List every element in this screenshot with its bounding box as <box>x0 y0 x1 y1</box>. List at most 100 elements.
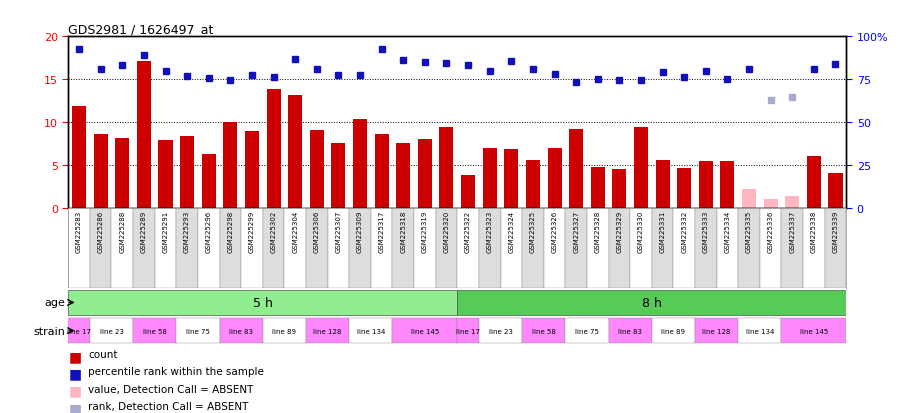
Bar <box>482 148 497 208</box>
Bar <box>219 318 263 344</box>
Text: line 145: line 145 <box>410 328 439 334</box>
Text: GSM225332: GSM225332 <box>682 211 687 253</box>
Bar <box>223 123 238 208</box>
Bar <box>479 208 501 289</box>
Text: GSM225338: GSM225338 <box>811 211 817 253</box>
Bar <box>440 128 453 208</box>
Bar <box>548 148 561 208</box>
Text: line 58: line 58 <box>143 328 167 334</box>
Bar <box>479 318 522 344</box>
Bar <box>526 160 540 208</box>
Text: GSM225299: GSM225299 <box>249 211 255 253</box>
Text: GSM225283: GSM225283 <box>76 211 82 253</box>
Text: GSM225302: GSM225302 <box>270 211 277 253</box>
Bar <box>522 208 544 289</box>
Text: line 17: line 17 <box>456 328 480 334</box>
Text: GSM225335: GSM225335 <box>746 211 752 253</box>
Text: GSM225327: GSM225327 <box>573 211 579 253</box>
Bar <box>652 318 695 344</box>
Bar <box>112 208 133 289</box>
Bar <box>738 208 760 289</box>
Bar <box>828 173 843 208</box>
Bar <box>457 290 846 316</box>
Text: GSM225322: GSM225322 <box>465 211 471 253</box>
Text: GSM225337: GSM225337 <box>789 211 795 253</box>
Bar <box>375 135 389 208</box>
Bar <box>609 208 630 289</box>
Bar <box>90 318 133 344</box>
Text: GSM225339: GSM225339 <box>833 211 838 253</box>
Bar <box>68 290 458 316</box>
Bar <box>136 62 151 208</box>
Text: age: age <box>45 298 66 308</box>
Bar <box>763 199 778 208</box>
Bar <box>263 318 306 344</box>
Bar <box>94 135 107 208</box>
Text: GSM225333: GSM225333 <box>703 211 709 253</box>
Bar <box>569 130 583 208</box>
Bar <box>695 318 738 344</box>
Bar <box>630 208 652 289</box>
Bar <box>414 208 436 289</box>
Text: GSM225317: GSM225317 <box>379 211 385 253</box>
Bar <box>609 318 652 344</box>
Bar <box>267 89 280 208</box>
Bar <box>133 208 155 289</box>
Text: line 75: line 75 <box>575 328 599 334</box>
Text: line 58: line 58 <box>531 328 556 334</box>
Bar <box>158 140 173 208</box>
Text: GSM225325: GSM225325 <box>530 211 536 253</box>
Bar <box>673 208 695 289</box>
Text: GSM225289: GSM225289 <box>141 211 147 253</box>
Text: percentile rank within the sample: percentile rank within the sample <box>88 366 264 376</box>
Bar <box>785 196 799 208</box>
Bar <box>396 144 410 208</box>
Bar <box>587 208 609 289</box>
Text: line 89: line 89 <box>272 328 297 334</box>
Text: line 145: line 145 <box>800 328 828 334</box>
Bar <box>155 208 177 289</box>
Text: 5 h: 5 h <box>253 296 273 309</box>
Text: GSM225304: GSM225304 <box>292 211 298 253</box>
Text: GDS2981 / 1626497_at: GDS2981 / 1626497_at <box>68 23 214 36</box>
Bar <box>695 208 717 289</box>
Text: GSM225334: GSM225334 <box>724 211 731 253</box>
Bar <box>782 318 846 344</box>
Bar <box>328 208 349 289</box>
Text: GSM225306: GSM225306 <box>314 211 319 253</box>
Bar <box>392 208 414 289</box>
Text: 8 h: 8 h <box>642 296 662 309</box>
Text: line 23: line 23 <box>99 328 124 334</box>
Bar <box>349 208 371 289</box>
Bar <box>544 208 565 289</box>
Text: strain: strain <box>34 326 66 336</box>
Text: line 134: line 134 <box>357 328 385 334</box>
Bar <box>742 189 756 208</box>
Bar <box>116 139 129 208</box>
Bar <box>504 150 519 208</box>
Bar <box>565 208 587 289</box>
Bar <box>804 208 824 289</box>
Bar <box>699 161 713 208</box>
Bar <box>241 208 263 289</box>
Text: line 83: line 83 <box>229 328 253 334</box>
Text: GSM225329: GSM225329 <box>616 211 622 253</box>
Bar <box>72 107 86 208</box>
Bar <box>717 208 738 289</box>
Text: line 83: line 83 <box>618 328 642 334</box>
Bar <box>68 318 90 344</box>
Bar <box>721 162 734 208</box>
Text: GSM225293: GSM225293 <box>184 211 190 253</box>
Bar <box>371 208 392 289</box>
Text: line 75: line 75 <box>186 328 210 334</box>
Bar <box>284 208 306 289</box>
Text: GSM225331: GSM225331 <box>660 211 665 253</box>
Bar <box>565 318 609 344</box>
Text: GSM225324: GSM225324 <box>509 211 514 253</box>
Bar <box>306 208 328 289</box>
Text: GSM225291: GSM225291 <box>163 211 168 253</box>
Bar <box>68 208 90 289</box>
Bar <box>418 140 432 208</box>
Bar <box>501 208 522 289</box>
Text: GSM225323: GSM225323 <box>487 211 492 253</box>
